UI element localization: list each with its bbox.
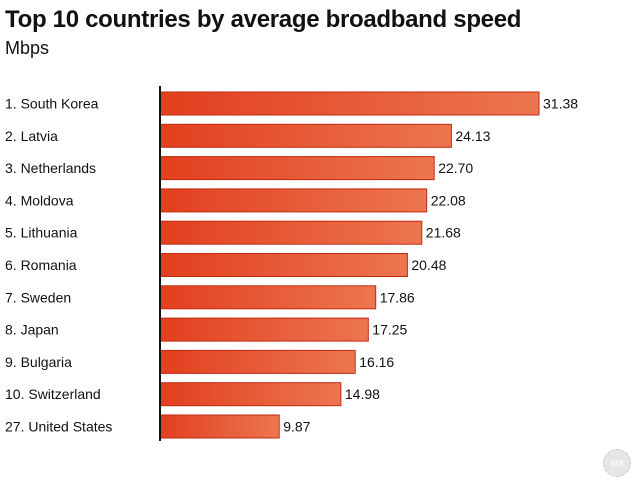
bar <box>159 123 452 148</box>
value-label: 9.87 <box>283 419 310 435</box>
category-labels-group: 1. South Korea 2. Latvia 3. Netherlands 4. … <box>5 96 112 435</box>
bar <box>159 414 280 439</box>
bar <box>159 91 540 116</box>
category-label: 5. Lithuania <box>5 225 78 241</box>
chart-subtitle: Mbps <box>5 38 50 58</box>
category-label: 4. Moldova <box>5 192 74 208</box>
bar <box>159 156 435 181</box>
category-label: 1. South Korea <box>5 96 99 112</box>
value-label: 24.13 <box>455 128 490 144</box>
value-label: 31.38 <box>543 96 578 112</box>
value-label: 16.16 <box>359 354 394 370</box>
bar <box>159 285 377 310</box>
value-label: 22.08 <box>431 192 466 208</box>
category-label: 7. Sweden <box>5 289 71 305</box>
chart-title: Top 10 countries by average broadband sp… <box>5 6 522 33</box>
category-label: 3. Netherlands <box>5 160 96 176</box>
value-label: 14.98 <box>345 386 380 402</box>
value-label: 17.25 <box>372 322 407 338</box>
bar <box>159 188 428 213</box>
bar <box>159 253 408 277</box>
ars-logo: ars <box>603 449 631 477</box>
bar <box>159 349 356 374</box>
bar <box>159 317 369 342</box>
value-labels-group: 31.38 24.13 22.70 22.08 21.68 20.48 17.86 17.25… <box>283 96 578 435</box>
category-label: 6. Romania <box>5 257 77 273</box>
category-label: 8. Japan <box>5 322 59 338</box>
bar <box>159 382 342 407</box>
category-label: 2. Latvia <box>5 128 58 144</box>
category-label: 9. Bulgaria <box>5 354 72 370</box>
category-label: 10. Switzerland <box>5 386 101 402</box>
category-label: 27. United States <box>5 419 112 435</box>
value-label: 21.68 <box>426 225 461 241</box>
value-label: 22.70 <box>438 160 473 176</box>
value-label: 20.48 <box>411 257 446 273</box>
value-label: 17.86 <box>380 289 415 305</box>
bar <box>159 220 423 245</box>
